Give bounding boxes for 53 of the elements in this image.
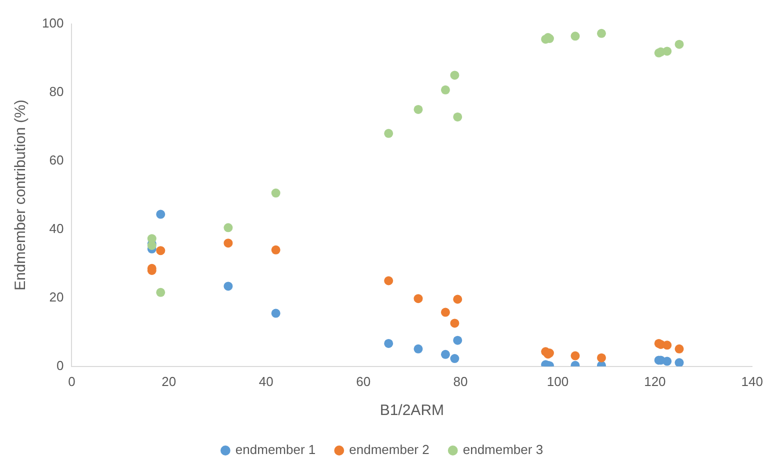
x-tick-label: 100	[546, 374, 569, 389]
x-axis-title: B1/2ARM	[380, 402, 444, 420]
legend-label: endmember 2	[349, 442, 430, 458]
point	[596, 28, 606, 38]
point	[674, 40, 684, 49]
x-tick-label: 140	[741, 374, 764, 389]
point	[662, 340, 672, 350]
point	[156, 246, 166, 256]
y-tick-label: 60	[49, 152, 64, 168]
point	[674, 358, 684, 366]
point	[570, 32, 580, 41]
point	[384, 338, 394, 348]
point	[440, 350, 450, 359]
point	[440, 85, 450, 94]
point	[450, 70, 460, 80]
point	[662, 46, 672, 56]
y-tick-label: 20	[49, 289, 64, 304]
x-tick-label: 20	[162, 374, 176, 389]
point	[224, 223, 233, 232]
point	[414, 294, 423, 304]
point	[596, 353, 606, 362]
point	[271, 188, 280, 198]
point	[450, 318, 460, 328]
point	[674, 344, 684, 354]
legend-label: endmember 1	[235, 442, 316, 458]
point	[224, 282, 233, 291]
y-axis-title: Endmember contribution (%)	[12, 100, 30, 291]
point	[570, 351, 580, 360]
x-tick-label: 60	[356, 374, 371, 389]
x-tick-label: 40	[258, 374, 274, 389]
y-tick-label: 100	[42, 15, 64, 30]
x-tick-label: 80	[453, 374, 468, 389]
point	[414, 104, 423, 114]
point	[453, 336, 462, 345]
y-tick-label: 40	[49, 220, 64, 236]
y-tick-label: 80	[49, 84, 64, 99]
x-tick-label: 0	[68, 374, 76, 389]
point	[414, 344, 423, 354]
y-tick-label: 0	[56, 358, 64, 373]
x-tick-label: 120	[644, 374, 666, 389]
point	[450, 354, 460, 364]
point	[156, 210, 166, 219]
point	[156, 288, 166, 297]
point	[384, 128, 394, 138]
point	[384, 276, 394, 286]
point	[224, 238, 233, 248]
legend-label: endmember 3	[462, 442, 544, 458]
point	[271, 308, 280, 318]
point	[453, 112, 462, 122]
point	[453, 294, 462, 304]
point	[271, 245, 280, 254]
point	[440, 308, 450, 317]
point	[662, 356, 672, 366]
